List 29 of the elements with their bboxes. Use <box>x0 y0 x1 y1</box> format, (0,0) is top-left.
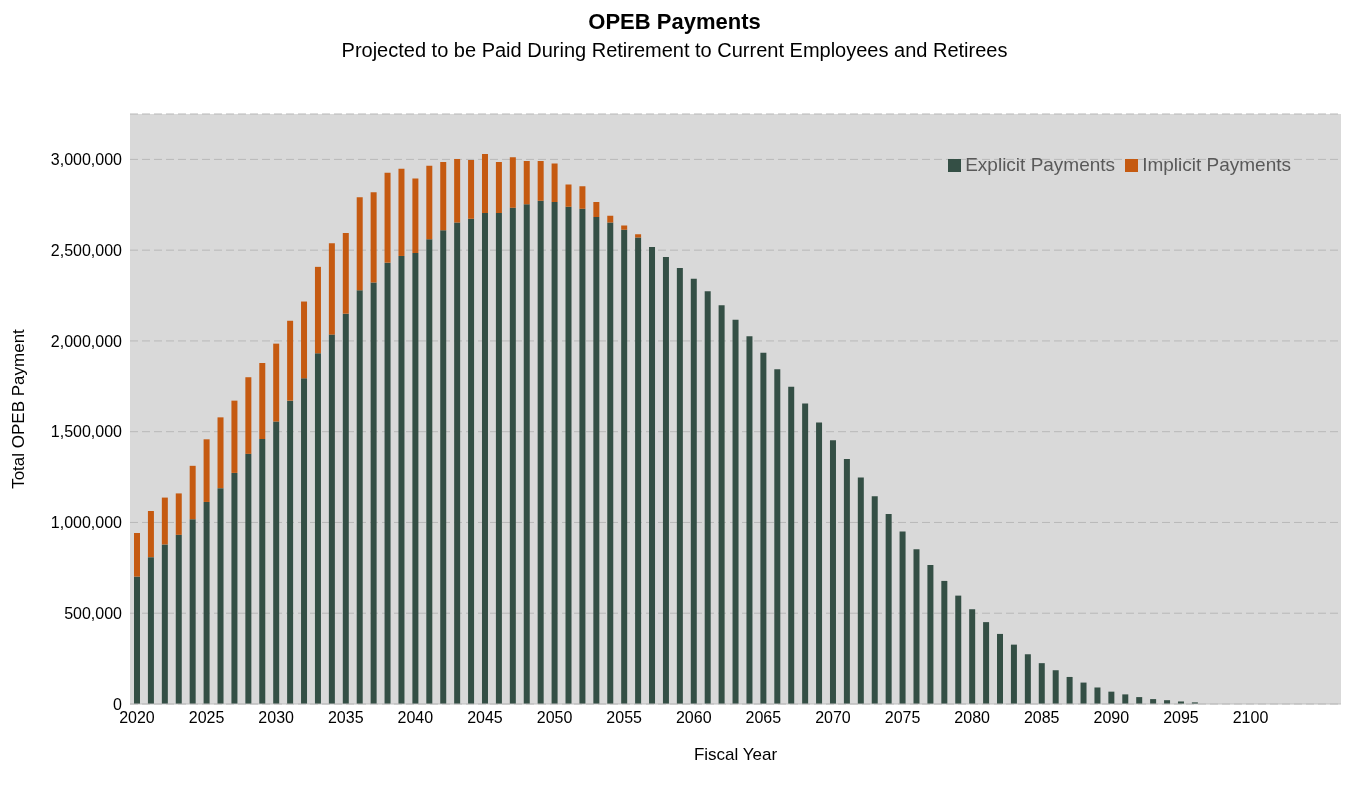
chart-subtitle: Projected to be Paid During Retirement to Current Employees and Retirees <box>340 38 1009 63</box>
x-tick-label: 2040 <box>397 709 434 727</box>
legend-label: Implicit Payments <box>1142 154 1291 175</box>
y-tick-label: 1,500,000 <box>50 423 123 441</box>
x-tick-label: 2100 <box>1232 709 1269 727</box>
x-tick-label: 2045 <box>467 709 503 727</box>
chart-title: OPEB Payments <box>587 8 762 36</box>
x-tick-label: 2060 <box>675 709 712 727</box>
x-tick-label: 2065 <box>745 709 782 727</box>
x-tick-label: 2035 <box>327 709 364 727</box>
x-tick-label: 2080 <box>954 709 991 727</box>
y-tick-label: 2,000,000 <box>50 332 123 350</box>
y-axis-title: Total OPEB Payment <box>9 328 29 489</box>
x-tick-label: 2070 <box>815 709 851 727</box>
x-tick-label: 2050 <box>536 709 573 727</box>
x-tick-label: 2025 <box>188 709 225 727</box>
y-tick-label: 500,000 <box>64 604 123 622</box>
x-axis-title: Fiscal Year <box>693 745 778 764</box>
y-tick-label: 2,500,000 <box>50 241 123 259</box>
x-tick-label: 2085 <box>1023 709 1060 727</box>
x-tick-label: 2075 <box>884 709 921 727</box>
y-tick-label: 3,000,000 <box>50 151 123 169</box>
x-tick-label: 2020 <box>119 709 155 727</box>
x-tick-label: 2055 <box>606 709 643 727</box>
x-tick-label: 2095 <box>1163 709 1199 727</box>
x-tick-label: 2090 <box>1093 709 1130 727</box>
x-tick-label: 2030 <box>258 709 295 727</box>
legend-label: Explicit Payments <box>965 154 1116 175</box>
y-tick-label: 1,000,000 <box>50 514 123 532</box>
